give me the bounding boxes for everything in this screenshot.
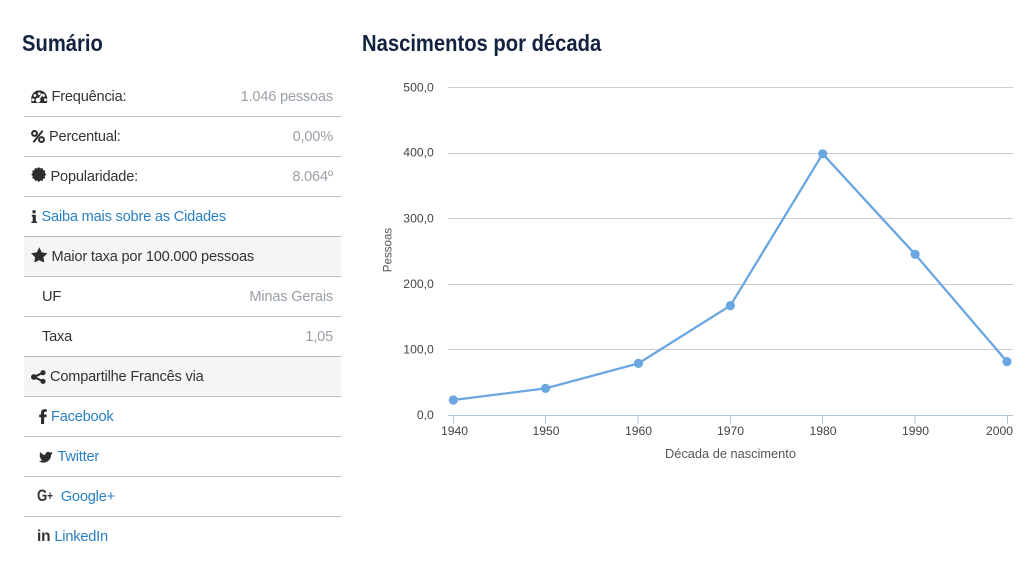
svg-text:500,0: 500,0 (403, 80, 434, 94)
svg-text:300,0: 300,0 (403, 211, 434, 225)
svg-text:1980: 1980 (809, 424, 836, 438)
svg-text:100,0: 100,0 (403, 342, 434, 356)
svg-text:400,0: 400,0 (403, 146, 434, 160)
svg-text:Pessoas: Pessoas (382, 228, 395, 273)
svg-text:2000: 2000 (986, 424, 1013, 438)
svg-text:1950: 1950 (532, 424, 559, 438)
svg-text:1970: 1970 (717, 424, 744, 438)
svg-text:200,0: 200,0 (403, 277, 434, 291)
svg-text:Década de nascimento: Década de nascimento (665, 446, 796, 461)
svg-text:1990: 1990 (902, 424, 929, 438)
svg-text:1940: 1940 (441, 424, 468, 438)
svg-text:1960: 1960 (625, 424, 652, 438)
svg-text:0,0: 0,0 (417, 408, 434, 422)
